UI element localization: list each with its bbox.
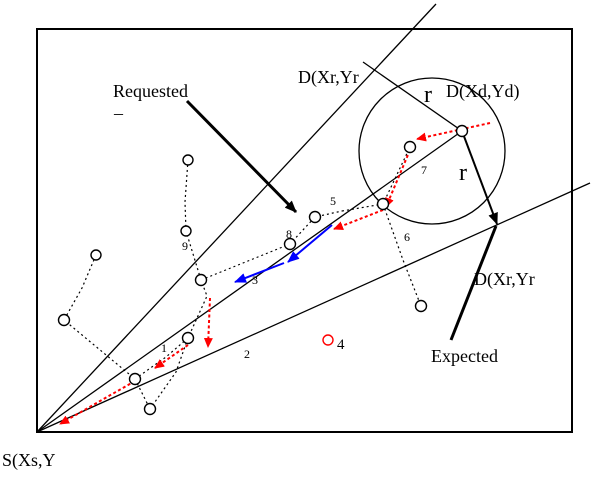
source-label: S(Xs,Y bbox=[2, 450, 56, 471]
node-label-1: 1 bbox=[161, 341, 167, 355]
sensor-node bbox=[128, 372, 142, 386]
sensor-node bbox=[181, 331, 195, 345]
node-label-7: 7 bbox=[421, 163, 427, 177]
source-to-destination-line bbox=[36, 130, 463, 433]
node-label-5: 5 bbox=[330, 194, 336, 208]
sensor-nodes bbox=[57, 124, 469, 416]
sensor-node bbox=[455, 124, 469, 138]
expected-arrow bbox=[449, 225, 498, 341]
sensor-node bbox=[143, 402, 157, 416]
dest-center-label: D(Xd,Yd) bbox=[446, 81, 520, 102]
sensor-node bbox=[194, 273, 208, 287]
sensor-node bbox=[376, 197, 390, 211]
sensor-node bbox=[414, 299, 428, 313]
node-label-3: 3 bbox=[252, 273, 258, 287]
sensor-node bbox=[180, 225, 192, 237]
sensor-node bbox=[283, 237, 297, 251]
sensor-node-highlighted bbox=[322, 334, 334, 346]
requested-mark: – bbox=[113, 103, 124, 123]
network-frame bbox=[36, 28, 573, 433]
destination-region bbox=[358, 77, 506, 225]
radius-upper-label: r bbox=[424, 82, 432, 108]
radius-upper bbox=[362, 61, 463, 132]
node-label-6: 6 bbox=[404, 230, 410, 244]
radius-lower bbox=[461, 130, 498, 225]
requested-arrow bbox=[185, 99, 298, 214]
zone-upper-edge bbox=[36, 3, 437, 433]
blue-request-arrow-2 bbox=[234, 262, 285, 283]
dest-upper-label: D(Xr,Yr bbox=[298, 67, 359, 88]
node-label-4: 4 bbox=[337, 337, 345, 353]
node-label-8: 8 bbox=[286, 227, 292, 241]
red-forwarding-path bbox=[59, 122, 491, 425]
node-label-9: 9 bbox=[182, 239, 188, 253]
expected-label: Expected bbox=[431, 346, 498, 366]
node-label-2: 2 bbox=[244, 347, 250, 361]
blue-request-arrow bbox=[287, 224, 333, 263]
sensor-node bbox=[57, 313, 71, 327]
dest-lower-label: D(Xr,Yr bbox=[474, 269, 535, 290]
requested-label: Requested bbox=[113, 81, 188, 101]
sensor-node bbox=[308, 210, 322, 224]
sensor-node bbox=[182, 154, 194, 166]
radius-lower-label: r bbox=[459, 160, 467, 186]
sensor-node bbox=[90, 249, 102, 261]
sensor-node bbox=[403, 140, 417, 154]
zone-lower-edge bbox=[36, 182, 591, 433]
